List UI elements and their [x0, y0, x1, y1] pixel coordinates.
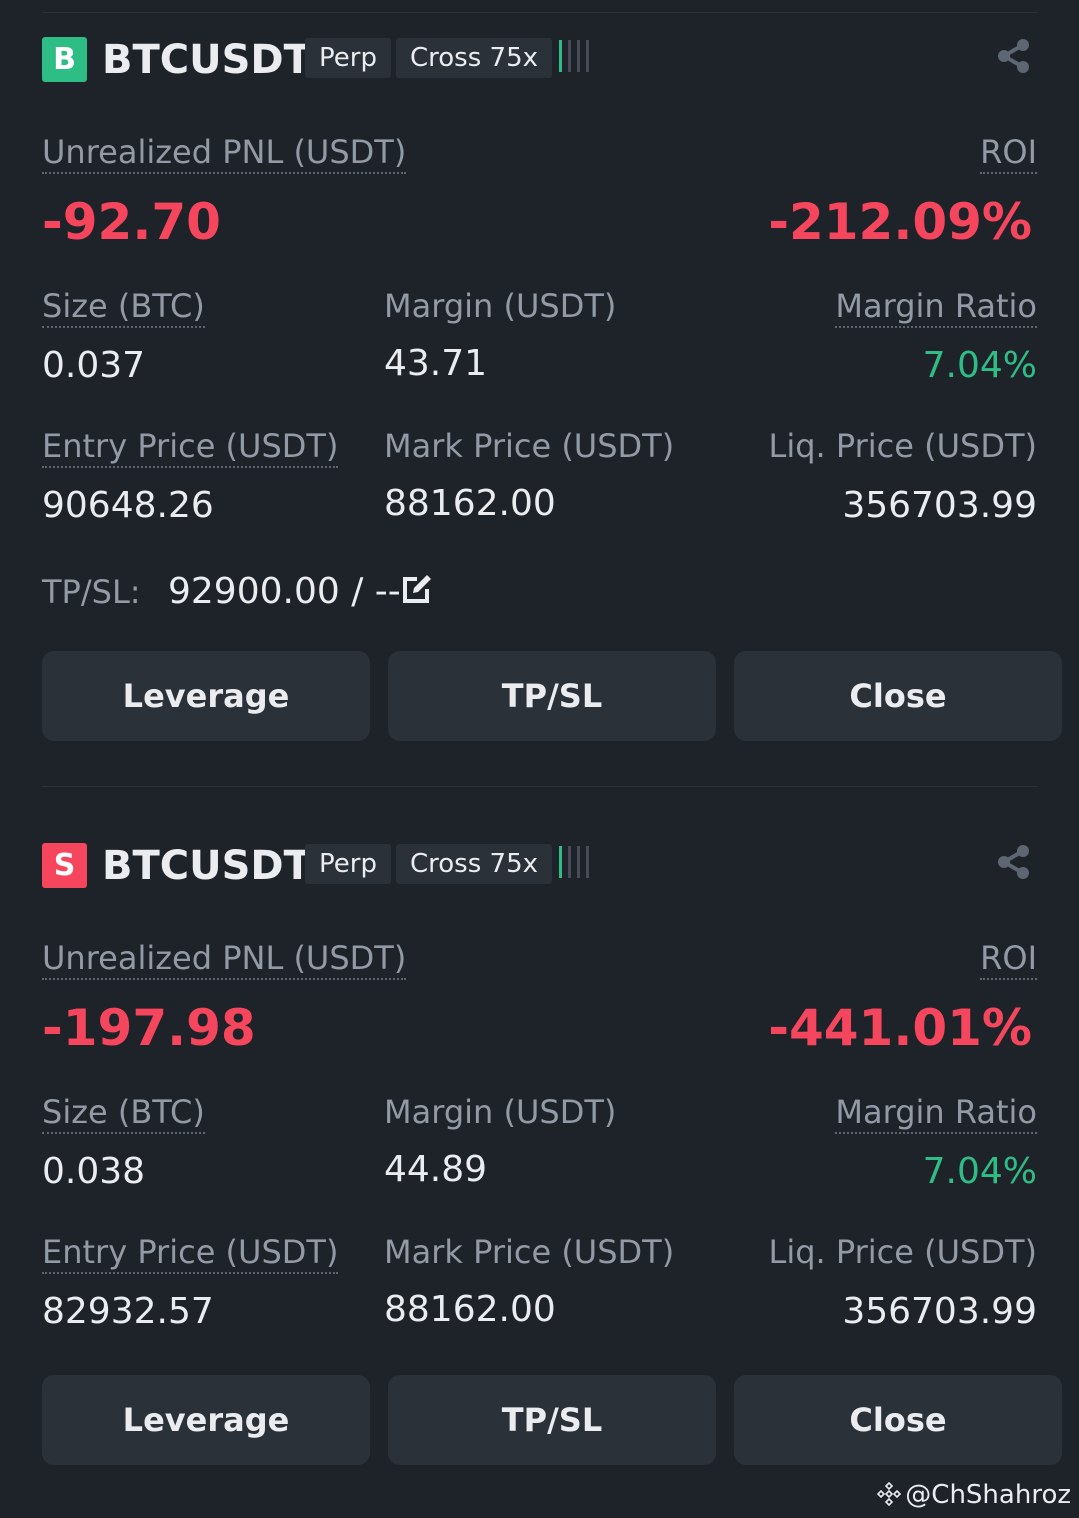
margin-value: 44.89: [384, 1149, 488, 1190]
section-divider: [42, 786, 1037, 787]
tpsl-button[interactable]: TP/SL: [388, 1375, 716, 1465]
margin-risk-bars-icon: [559, 40, 589, 72]
side-badge-buy: B: [42, 37, 87, 82]
watermark-text: @ChShahroz: [905, 1480, 1071, 1510]
margin-ratio-value: 7.04%: [922, 345, 1037, 386]
top-divider: [42, 12, 1037, 13]
margin-ratio-label[interactable]: Margin Ratio: [835, 286, 1037, 328]
liq-price-value: 356703.99: [842, 485, 1037, 526]
margin-ratio-label[interactable]: Margin Ratio: [835, 1092, 1037, 1134]
unrealized-pnl-label[interactable]: Unrealized PNL (USDT): [42, 132, 407, 174]
entry-price-label[interactable]: Entry Price (USDT): [42, 426, 339, 468]
roi-label[interactable]: ROI: [980, 938, 1037, 980]
close-button[interactable]: Close: [734, 1375, 1062, 1465]
margin-label: Margin (USDT): [384, 287, 617, 325]
position-card-short: S BTCUSDT Perp Cross 75x Unrealized PNL …: [42, 842, 1062, 1472]
margin-mode-leverage-tag[interactable]: Cross 75x: [396, 38, 553, 78]
contract-type-tag: Perp: [305, 38, 391, 78]
mark-price-value: 88162.00: [384, 483, 556, 524]
margin-value: 43.71: [384, 343, 488, 384]
entry-price-value: 82932.57: [42, 1291, 214, 1332]
symbol-name[interactable]: BTCUSDT: [102, 37, 311, 83]
contract-type-tag: Perp: [305, 844, 391, 884]
roi-label[interactable]: ROI: [980, 132, 1037, 174]
edit-icon[interactable]: [400, 572, 434, 606]
liq-price-label: Liq. Price (USDT): [768, 427, 1038, 465]
margin-mode-leverage-tag[interactable]: Cross 75x: [396, 844, 553, 884]
position-header: S BTCUSDT Perp Cross 75x: [42, 842, 1042, 890]
size-value: 0.037: [42, 345, 146, 386]
margin-ratio-value: 7.04%: [922, 1151, 1037, 1192]
share-icon[interactable]: [997, 844, 1031, 880]
mark-price-label: Mark Price (USDT): [384, 427, 675, 465]
tpsl-label: TP/SL:: [42, 573, 141, 611]
position-header: B BTCUSDT Perp Cross 75x: [42, 36, 1042, 84]
close-button[interactable]: Close: [734, 651, 1062, 741]
watermark: @ChShahroz: [877, 1480, 1071, 1510]
size-label[interactable]: Size (BTC): [42, 1092, 205, 1134]
symbol-name[interactable]: BTCUSDT: [102, 843, 311, 889]
unrealized-pnl-value: -197.98: [42, 999, 256, 1057]
unrealized-pnl-value: -92.70: [42, 193, 221, 251]
tpsl-button[interactable]: TP/SL: [388, 651, 716, 741]
unrealized-pnl-label[interactable]: Unrealized PNL (USDT): [42, 938, 407, 980]
size-label[interactable]: Size (BTC): [42, 286, 205, 328]
entry-price-label[interactable]: Entry Price (USDT): [42, 1232, 339, 1274]
share-icon[interactable]: [997, 38, 1031, 74]
entry-price-value: 90648.26: [42, 485, 214, 526]
size-value: 0.038: [42, 1151, 146, 1192]
mark-price-value: 88162.00: [384, 1289, 556, 1330]
tpsl-value: 92900.00 / --: [168, 571, 401, 612]
mark-price-label: Mark Price (USDT): [384, 1233, 675, 1271]
side-badge-sell: S: [42, 843, 87, 888]
leverage-button[interactable]: Leverage: [42, 1375, 370, 1465]
roi-value: -441.01%: [768, 999, 1032, 1057]
margin-risk-bars-icon: [559, 846, 589, 878]
binance-logo-icon: [877, 1482, 902, 1506]
roi-value: -212.09%: [768, 193, 1032, 251]
position-card-long: B BTCUSDT Perp Cross 75x Unrealized PNL …: [42, 36, 1062, 746]
liq-price-label: Liq. Price (USDT): [768, 1233, 1038, 1271]
liq-price-value: 356703.99: [842, 1291, 1037, 1332]
leverage-button[interactable]: Leverage: [42, 651, 370, 741]
margin-label: Margin (USDT): [384, 1093, 617, 1131]
